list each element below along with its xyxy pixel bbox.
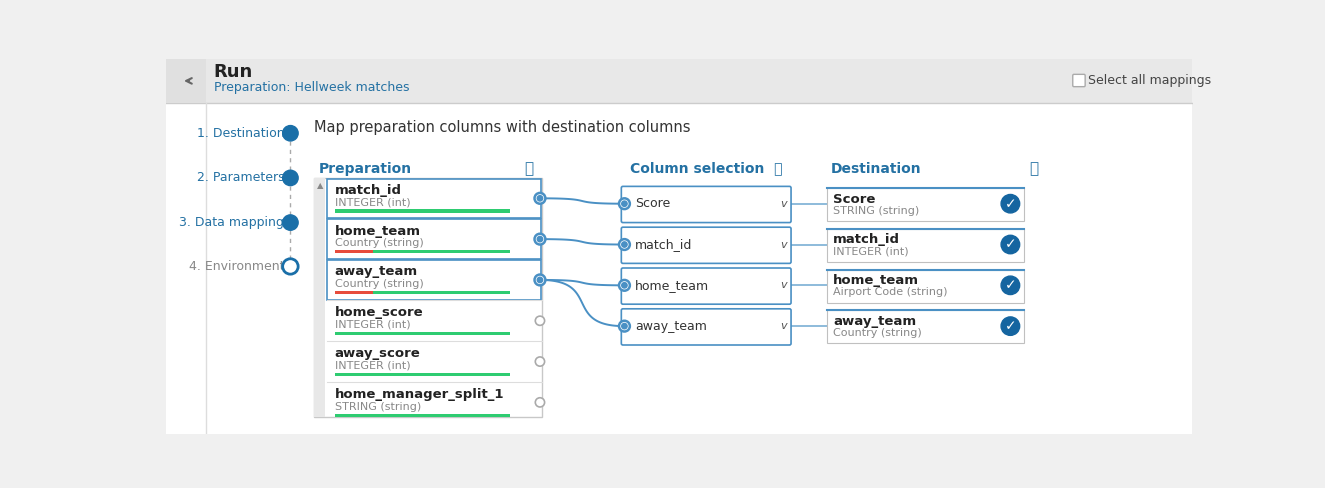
FancyBboxPatch shape <box>205 103 1192 434</box>
Text: ✓: ✓ <box>1004 319 1016 333</box>
Circle shape <box>619 239 629 250</box>
Text: Preparation: Preparation <box>318 162 412 176</box>
FancyBboxPatch shape <box>166 59 1192 103</box>
FancyBboxPatch shape <box>1073 74 1085 87</box>
FancyBboxPatch shape <box>621 186 791 223</box>
Text: Score: Score <box>635 197 670 210</box>
Text: match_id: match_id <box>833 233 900 246</box>
Circle shape <box>534 275 546 285</box>
Text: match_id: match_id <box>335 183 401 197</box>
Text: v: v <box>780 280 787 290</box>
Circle shape <box>619 280 629 291</box>
Text: home_manager_split_1: home_manager_split_1 <box>335 388 504 401</box>
FancyBboxPatch shape <box>372 250 510 253</box>
Text: ⌕: ⌕ <box>525 161 534 176</box>
FancyBboxPatch shape <box>335 209 510 213</box>
Text: v: v <box>780 240 787 249</box>
FancyBboxPatch shape <box>335 250 372 253</box>
FancyBboxPatch shape <box>314 178 542 417</box>
FancyBboxPatch shape <box>372 291 510 294</box>
FancyBboxPatch shape <box>827 310 1024 344</box>
FancyBboxPatch shape <box>827 229 1024 262</box>
Text: Country (string): Country (string) <box>335 238 423 248</box>
Text: away_team: away_team <box>335 265 417 278</box>
Text: INTEGER (int): INTEGER (int) <box>335 361 411 371</box>
Text: INTEGER (int): INTEGER (int) <box>335 198 411 207</box>
FancyBboxPatch shape <box>335 291 372 294</box>
Text: Country (string): Country (string) <box>335 279 423 289</box>
Text: match_id: match_id <box>635 238 693 251</box>
Text: ✓: ✓ <box>1004 238 1016 251</box>
FancyBboxPatch shape <box>327 179 541 218</box>
Text: STRING (string): STRING (string) <box>335 402 421 411</box>
FancyBboxPatch shape <box>327 260 541 300</box>
Circle shape <box>1002 276 1020 295</box>
Text: STRING (string): STRING (string) <box>833 205 920 216</box>
Text: 4. Environment: 4. Environment <box>188 260 284 273</box>
FancyBboxPatch shape <box>166 103 205 434</box>
FancyBboxPatch shape <box>327 220 541 259</box>
Circle shape <box>619 321 629 331</box>
FancyBboxPatch shape <box>827 188 1024 221</box>
Text: away_team: away_team <box>833 315 916 328</box>
FancyBboxPatch shape <box>621 268 791 304</box>
Text: ⌕: ⌕ <box>1030 161 1039 176</box>
Circle shape <box>621 201 627 206</box>
Text: Destination: Destination <box>831 162 921 176</box>
Text: Country (string): Country (string) <box>833 328 922 338</box>
Text: 2. Parameters: 2. Parameters <box>196 171 284 184</box>
Circle shape <box>534 193 546 203</box>
Text: away_score: away_score <box>335 347 420 360</box>
FancyBboxPatch shape <box>166 59 205 103</box>
Text: home_score: home_score <box>335 306 423 319</box>
Circle shape <box>619 198 629 209</box>
Text: Preparation: Hellweek matches: Preparation: Hellweek matches <box>213 81 409 94</box>
Circle shape <box>282 125 298 141</box>
Text: ▲: ▲ <box>317 181 323 190</box>
Circle shape <box>1002 194 1020 213</box>
FancyBboxPatch shape <box>314 178 325 417</box>
Circle shape <box>282 215 298 230</box>
Text: ✓: ✓ <box>1004 278 1016 292</box>
Circle shape <box>1002 235 1020 254</box>
Text: Column selection  ⓘ: Column selection ⓘ <box>629 162 783 176</box>
Text: home_team: home_team <box>833 274 920 287</box>
Text: ✓: ✓ <box>1004 197 1016 211</box>
Text: Airport Code (string): Airport Code (string) <box>833 287 947 297</box>
Circle shape <box>621 324 627 329</box>
Text: INTEGER (int): INTEGER (int) <box>833 246 909 257</box>
Circle shape <box>534 234 546 244</box>
FancyBboxPatch shape <box>335 332 510 335</box>
Text: INTEGER (int): INTEGER (int) <box>335 320 411 330</box>
Text: Select all mappings: Select all mappings <box>1088 74 1211 87</box>
Text: v: v <box>780 321 787 331</box>
FancyBboxPatch shape <box>335 413 510 417</box>
Text: home_team: home_team <box>635 279 709 292</box>
Circle shape <box>282 170 298 185</box>
Circle shape <box>537 236 543 242</box>
FancyBboxPatch shape <box>621 309 791 345</box>
Text: 1. Destination: 1. Destination <box>196 127 284 140</box>
Text: 3. Data mapping: 3. Data mapping <box>179 216 284 229</box>
Circle shape <box>1002 317 1020 335</box>
Text: home_team: home_team <box>335 224 420 238</box>
Circle shape <box>535 398 545 407</box>
Circle shape <box>535 357 545 366</box>
Circle shape <box>621 283 627 288</box>
FancyBboxPatch shape <box>621 227 791 264</box>
Circle shape <box>537 277 543 283</box>
Text: Score: Score <box>833 193 876 205</box>
FancyBboxPatch shape <box>335 373 510 376</box>
Circle shape <box>621 242 627 247</box>
Text: Run: Run <box>213 62 253 81</box>
Text: away_team: away_team <box>635 320 708 333</box>
Text: v: v <box>780 199 787 209</box>
Circle shape <box>537 196 543 201</box>
FancyBboxPatch shape <box>827 269 1024 303</box>
Circle shape <box>535 316 545 325</box>
Text: Map preparation columns with destination columns: Map preparation columns with destination… <box>314 121 690 135</box>
Circle shape <box>282 259 298 274</box>
